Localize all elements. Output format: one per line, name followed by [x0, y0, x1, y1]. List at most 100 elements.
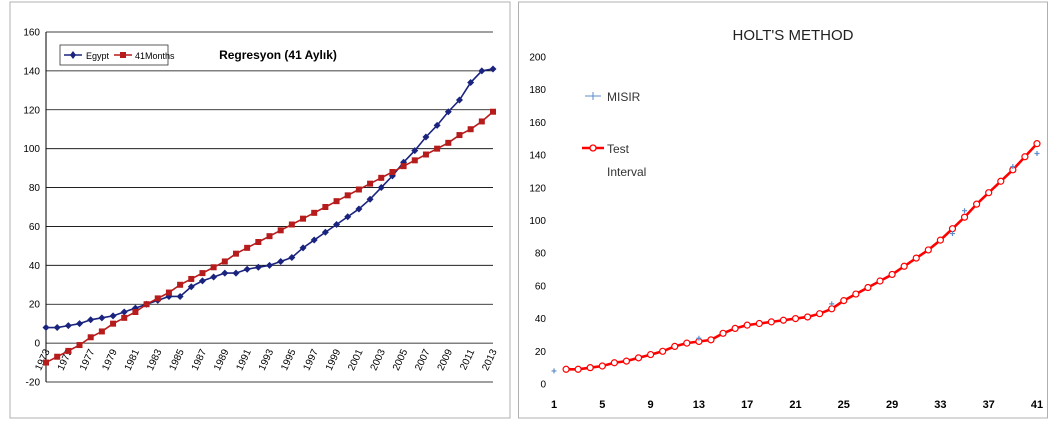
data-point	[132, 309, 139, 315]
data-point	[1021, 153, 1029, 161]
legend-diamond-marker	[70, 51, 76, 59]
data-point	[455, 96, 463, 104]
data-point	[87, 316, 95, 324]
y-tick-label: 160	[529, 118, 546, 129]
data-point	[1034, 150, 1040, 156]
data-point	[707, 336, 715, 344]
data-point	[310, 236, 318, 244]
data-point	[187, 283, 195, 291]
data-point	[949, 231, 955, 237]
data-point	[767, 318, 775, 326]
y-tick-label: 0	[34, 339, 40, 350]
y-tick-label: 20	[535, 347, 547, 358]
data-point	[634, 354, 643, 362]
x-tick-label: 13	[693, 399, 705, 411]
data-point	[888, 270, 896, 279]
data-point	[288, 221, 295, 228]
legend-plus-marker	[589, 92, 597, 100]
data-point	[121, 314, 128, 321]
data-point	[199, 270, 206, 277]
data-point	[232, 250, 239, 257]
data-point	[779, 316, 788, 324]
data-point	[574, 365, 582, 373]
legend-square-marker	[120, 52, 126, 58]
data-point	[683, 339, 691, 347]
data-point	[355, 186, 362, 193]
y-tick-label: 140	[529, 151, 546, 162]
data-point	[188, 275, 195, 282]
data-point	[876, 277, 884, 285]
x-tick-label: 17	[741, 399, 753, 411]
legend: Egypt 41Months	[59, 44, 175, 66]
data-point	[333, 221, 341, 228]
chart-title: HOLT'S METHOD	[733, 27, 854, 44]
x-tick-label: 21	[789, 399, 801, 411]
data-point	[367, 180, 374, 187]
data-point	[288, 254, 296, 262]
data-point	[221, 258, 228, 265]
y-tick-label: 120	[529, 183, 546, 194]
y-tick-label: 100	[23, 144, 40, 155]
holts-method-chart: 0 20 40 60 80 100 120 140 160 180 200 1 5 9 13 17 21 25 29…	[518, 1, 1048, 419]
data-point	[840, 297, 848, 305]
data-point	[411, 147, 419, 155]
data-point	[311, 209, 318, 216]
data-point	[719, 329, 727, 337]
data-point	[467, 79, 475, 87]
data-point	[165, 289, 172, 296]
y-tick-label: 200	[529, 53, 546, 64]
data-point	[76, 342, 83, 349]
data-point	[433, 121, 441, 129]
legend-circle-marker	[589, 144, 597, 152]
data-point	[232, 269, 240, 277]
data-point	[610, 359, 618, 367]
data-point	[948, 225, 957, 233]
legend-label-test: Test	[607, 142, 630, 156]
data-point	[478, 67, 486, 75]
data-point	[366, 195, 374, 203]
y-tick-label: 40	[29, 261, 41, 272]
y-tick-label: 40	[535, 314, 547, 325]
data-point	[816, 310, 824, 318]
y-tick-label: -20	[26, 378, 41, 389]
data-point	[42, 324, 50, 332]
data-point	[973, 200, 981, 208]
data-point	[176, 292, 184, 300]
data-point	[960, 213, 969, 221]
data-point	[377, 184, 385, 192]
data-point	[659, 347, 667, 355]
data-point	[852, 290, 860, 298]
data-point	[277, 257, 285, 265]
data-point	[389, 169, 396, 175]
data-point	[143, 301, 150, 308]
data-point	[53, 324, 61, 332]
data-point	[622, 357, 631, 365]
data-point	[210, 264, 217, 271]
data-point	[244, 244, 251, 251]
data-point	[120, 308, 128, 316]
legend-label-misir: MISIR	[607, 90, 641, 104]
data-point	[864, 283, 872, 292]
data-point	[321, 228, 329, 236]
data-point	[266, 261, 273, 269]
data-point	[254, 263, 262, 271]
data-point	[828, 305, 836, 313]
data-point	[198, 277, 206, 285]
x-tick-label: 25	[838, 399, 850, 411]
y-tick-label: 80	[29, 183, 41, 194]
data-point	[109, 312, 117, 320]
data-point	[411, 157, 418, 164]
y-tick-label: 20	[29, 300, 41, 311]
data-point	[344, 213, 352, 221]
data-point	[647, 350, 655, 359]
y-tick-label: 140	[23, 66, 40, 77]
data-point	[985, 189, 993, 197]
data-point	[696, 335, 702, 341]
data-point	[445, 139, 452, 146]
regression-chart: -200204060801001201401601973197519771979…	[9, 1, 511, 419]
data-point	[586, 364, 594, 372]
data-point	[803, 313, 812, 321]
legend-label-egypt: Egypt	[86, 51, 110, 61]
data-point	[997, 177, 1005, 185]
